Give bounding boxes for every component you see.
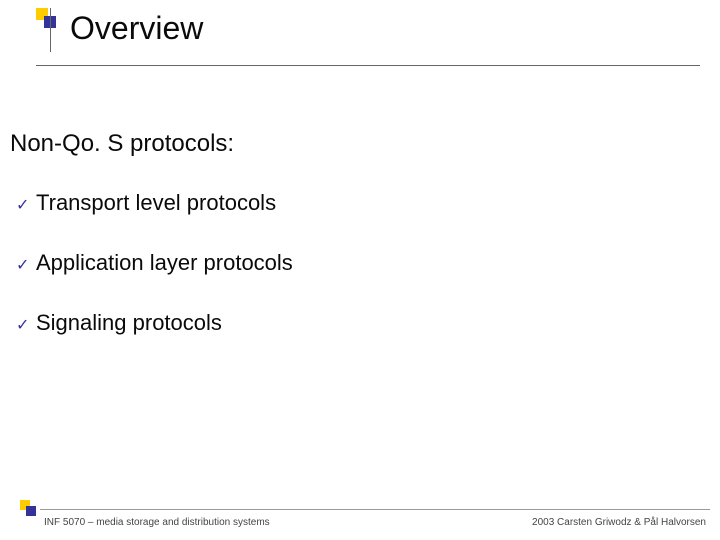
- title-art-icon: [36, 8, 58, 46]
- title-area: Overview: [36, 8, 700, 66]
- footer-right-text: 2003 Carsten Griwodz & Pål Halvorsen: [532, 517, 706, 528]
- vertical-line-icon: [50, 8, 51, 52]
- list-item: ✓ Application layer protocols: [16, 250, 700, 276]
- check-icon: ✓: [16, 315, 36, 335]
- footer-art-icon: [20, 500, 38, 518]
- bullet-text: Signaling protocols: [36, 310, 222, 336]
- title-underline: [36, 65, 700, 66]
- footer-line: [40, 509, 710, 510]
- square-blue-icon: [26, 506, 36, 516]
- footer-left-text: INF 5070 – media storage and distributio…: [44, 517, 270, 528]
- slide-title: Overview: [70, 10, 203, 47]
- list-item: ✓ Signaling protocols: [16, 310, 700, 336]
- bullet-text: Application layer protocols: [36, 250, 293, 276]
- bullet-text: Transport level protocols: [36, 190, 276, 216]
- slide: Overview Non-Qo. S protocols: ✓ Transpor…: [0, 0, 720, 540]
- check-icon: ✓: [16, 195, 36, 215]
- bullet-list: ✓ Transport level protocols ✓ Applicatio…: [10, 190, 700, 336]
- list-item: ✓ Transport level protocols: [16, 190, 700, 216]
- check-icon: ✓: [16, 255, 36, 275]
- section-heading: Non-Qo. S protocols:: [10, 130, 700, 158]
- body-area: Non-Qo. S protocols: ✓ Transport level p…: [10, 130, 700, 370]
